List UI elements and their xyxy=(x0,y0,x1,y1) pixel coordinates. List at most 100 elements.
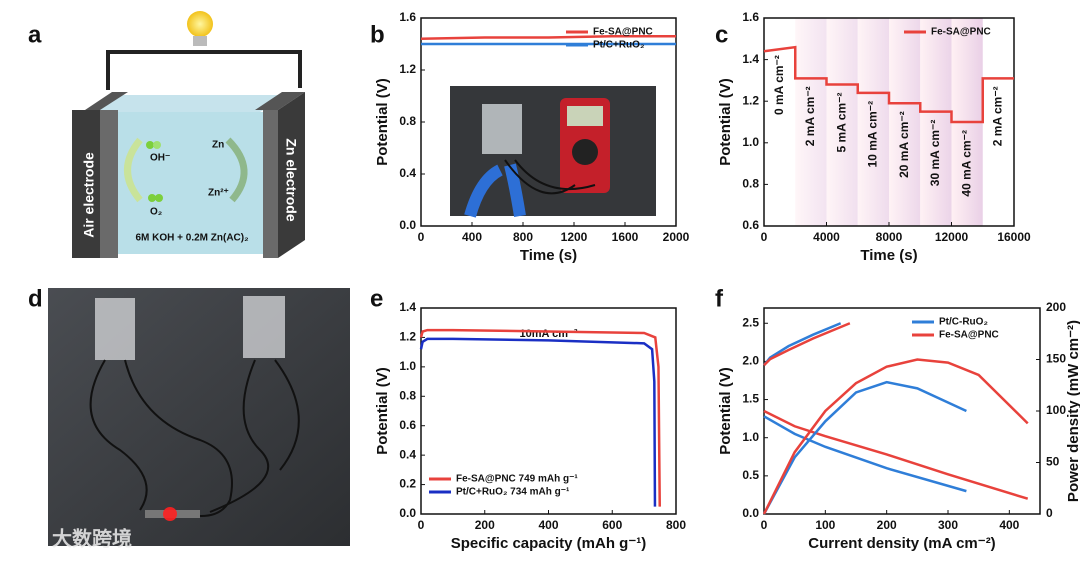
series-line xyxy=(763,322,851,367)
y-tick-label: 0.0 xyxy=(742,506,759,520)
x-tick-label: 200 xyxy=(877,518,897,532)
molecule xyxy=(155,194,163,202)
series-line xyxy=(762,358,1029,515)
y-tick-label: 2.5 xyxy=(742,315,759,329)
panel-label: b xyxy=(370,21,385,48)
y-tick-label: 1.5 xyxy=(742,392,759,406)
molecule xyxy=(148,194,156,202)
leads xyxy=(504,159,596,195)
panel-label: f xyxy=(715,285,724,312)
x-tick-label: 2000 xyxy=(663,230,690,244)
x-tick-label: 1600 xyxy=(612,230,639,244)
current-band xyxy=(795,18,827,226)
x-tick-label: 800 xyxy=(513,230,533,244)
led xyxy=(163,507,177,521)
species: Zn xyxy=(212,140,224,151)
x-tick-label: 0 xyxy=(761,230,768,244)
dial xyxy=(572,139,598,165)
band-label: 40 mA cm⁻² xyxy=(959,130,973,197)
band-label: 5 mA cm⁻² xyxy=(834,93,848,153)
panel-label: e xyxy=(370,285,383,312)
x-tick-label: 16000 xyxy=(997,230,1031,244)
bulb xyxy=(187,11,213,37)
tank-top xyxy=(95,95,288,112)
y2-tick-label: 50 xyxy=(1046,455,1060,469)
current-band xyxy=(920,18,952,226)
y-tick-label: 0.6 xyxy=(742,218,759,232)
y-tick-label: 0.2 xyxy=(399,477,416,491)
battery-diagram: Air electrode Zn electrode OH⁻ O₂ Zn Zn²… xyxy=(72,11,305,258)
y2-axis-label: Power density (mW cm⁻²) xyxy=(1065,320,1080,502)
y-axis-label: Potential (V) xyxy=(374,78,391,166)
y-tick-label: 0.5 xyxy=(742,468,759,482)
series-line xyxy=(420,34,676,41)
air-electrode xyxy=(72,110,100,258)
y-tick-label: 0.8 xyxy=(399,388,416,402)
band-label: 2 mA cm⁻² xyxy=(803,86,817,146)
panel-label: d xyxy=(28,285,43,312)
y-tick-label: 1.2 xyxy=(399,62,416,76)
annotation: 10mA cm⁻² xyxy=(520,328,578,340)
x-tick-label: 400 xyxy=(462,230,482,244)
y-axis-label: Potential (V) xyxy=(374,367,391,455)
photo-d: 大数跨境 xyxy=(48,288,350,550)
x-tick-label: 200 xyxy=(475,518,495,532)
x-tick-label: 12000 xyxy=(935,230,969,244)
series-line xyxy=(763,415,967,493)
y-tick-label: 1.2 xyxy=(742,93,759,107)
cell xyxy=(482,104,522,154)
x-axis-label: Time (s) xyxy=(860,247,917,264)
x-tick-label: 8000 xyxy=(876,230,903,244)
series-line xyxy=(763,45,1014,124)
wires xyxy=(89,359,300,517)
legend-label: Fe-SA@PNC 749 mAh g⁻¹ xyxy=(456,474,578,485)
y-tick-label: 1.4 xyxy=(399,300,416,314)
y2-tick-label: 0 xyxy=(1046,506,1053,520)
current-band xyxy=(857,18,889,226)
band-label: 10 mA cm⁻² xyxy=(866,101,880,168)
legend-label: Fe-SA@PNC xyxy=(939,330,999,341)
series-line xyxy=(419,337,657,507)
y-tick-label: 0.8 xyxy=(399,114,416,128)
y-tick-label: 1.4 xyxy=(742,52,759,66)
y2-tick-label: 100 xyxy=(1046,403,1066,417)
current-band xyxy=(889,18,921,226)
x-tick-label: 400 xyxy=(538,518,558,532)
y-tick-label: 2.0 xyxy=(742,354,759,368)
y-tick-label: 1.2 xyxy=(399,330,416,344)
bulb-base xyxy=(193,36,207,46)
cell xyxy=(95,298,135,360)
arrow xyxy=(124,137,143,203)
wire xyxy=(106,50,302,90)
panel-label: c xyxy=(715,21,728,48)
y-tick-label: 0.4 xyxy=(399,447,416,461)
multimeter-display xyxy=(567,106,603,126)
x-tick-label: 600 xyxy=(602,518,622,532)
air-electrode-side xyxy=(100,110,118,258)
x-axis-label: Specific capacity (mAh g⁻¹) xyxy=(451,535,646,552)
series-line xyxy=(762,380,967,515)
y-tick-label: 0.8 xyxy=(742,177,759,191)
y-tick-label: 1.6 xyxy=(742,10,759,24)
x-tick-label: 100 xyxy=(815,518,835,532)
y-tick-label: 0.6 xyxy=(399,418,416,432)
electrolyte-label: 6M KOH + 0.2M Zn(AC)₂ xyxy=(135,233,248,244)
y-tick-label: 0.0 xyxy=(399,506,416,520)
legend-label: Pt/C+RuO₂ xyxy=(593,40,644,51)
x-tick-label: 0 xyxy=(761,518,768,532)
legend-label: Pt/C-RuO₂ xyxy=(939,317,988,328)
series-line xyxy=(419,328,661,507)
band-label: 30 mA cm⁻² xyxy=(928,120,942,187)
electrode-label: Zn electrode xyxy=(283,138,299,221)
watermark: 大数跨境 xyxy=(52,526,132,550)
x-axis-label: Time (s) xyxy=(520,247,577,264)
series-line xyxy=(763,409,1029,500)
x-tick-label: 4000 xyxy=(813,230,840,244)
y-tick-label: 1.0 xyxy=(742,430,759,444)
band-label: 2 mA cm⁻² xyxy=(991,86,1005,146)
y2-tick-label: 200 xyxy=(1046,300,1066,314)
inset-photo xyxy=(450,86,656,218)
legend-label: Fe-SA@PNC xyxy=(931,27,991,38)
x-tick-label: 300 xyxy=(938,518,958,532)
y2-tick-label: 150 xyxy=(1046,352,1066,366)
